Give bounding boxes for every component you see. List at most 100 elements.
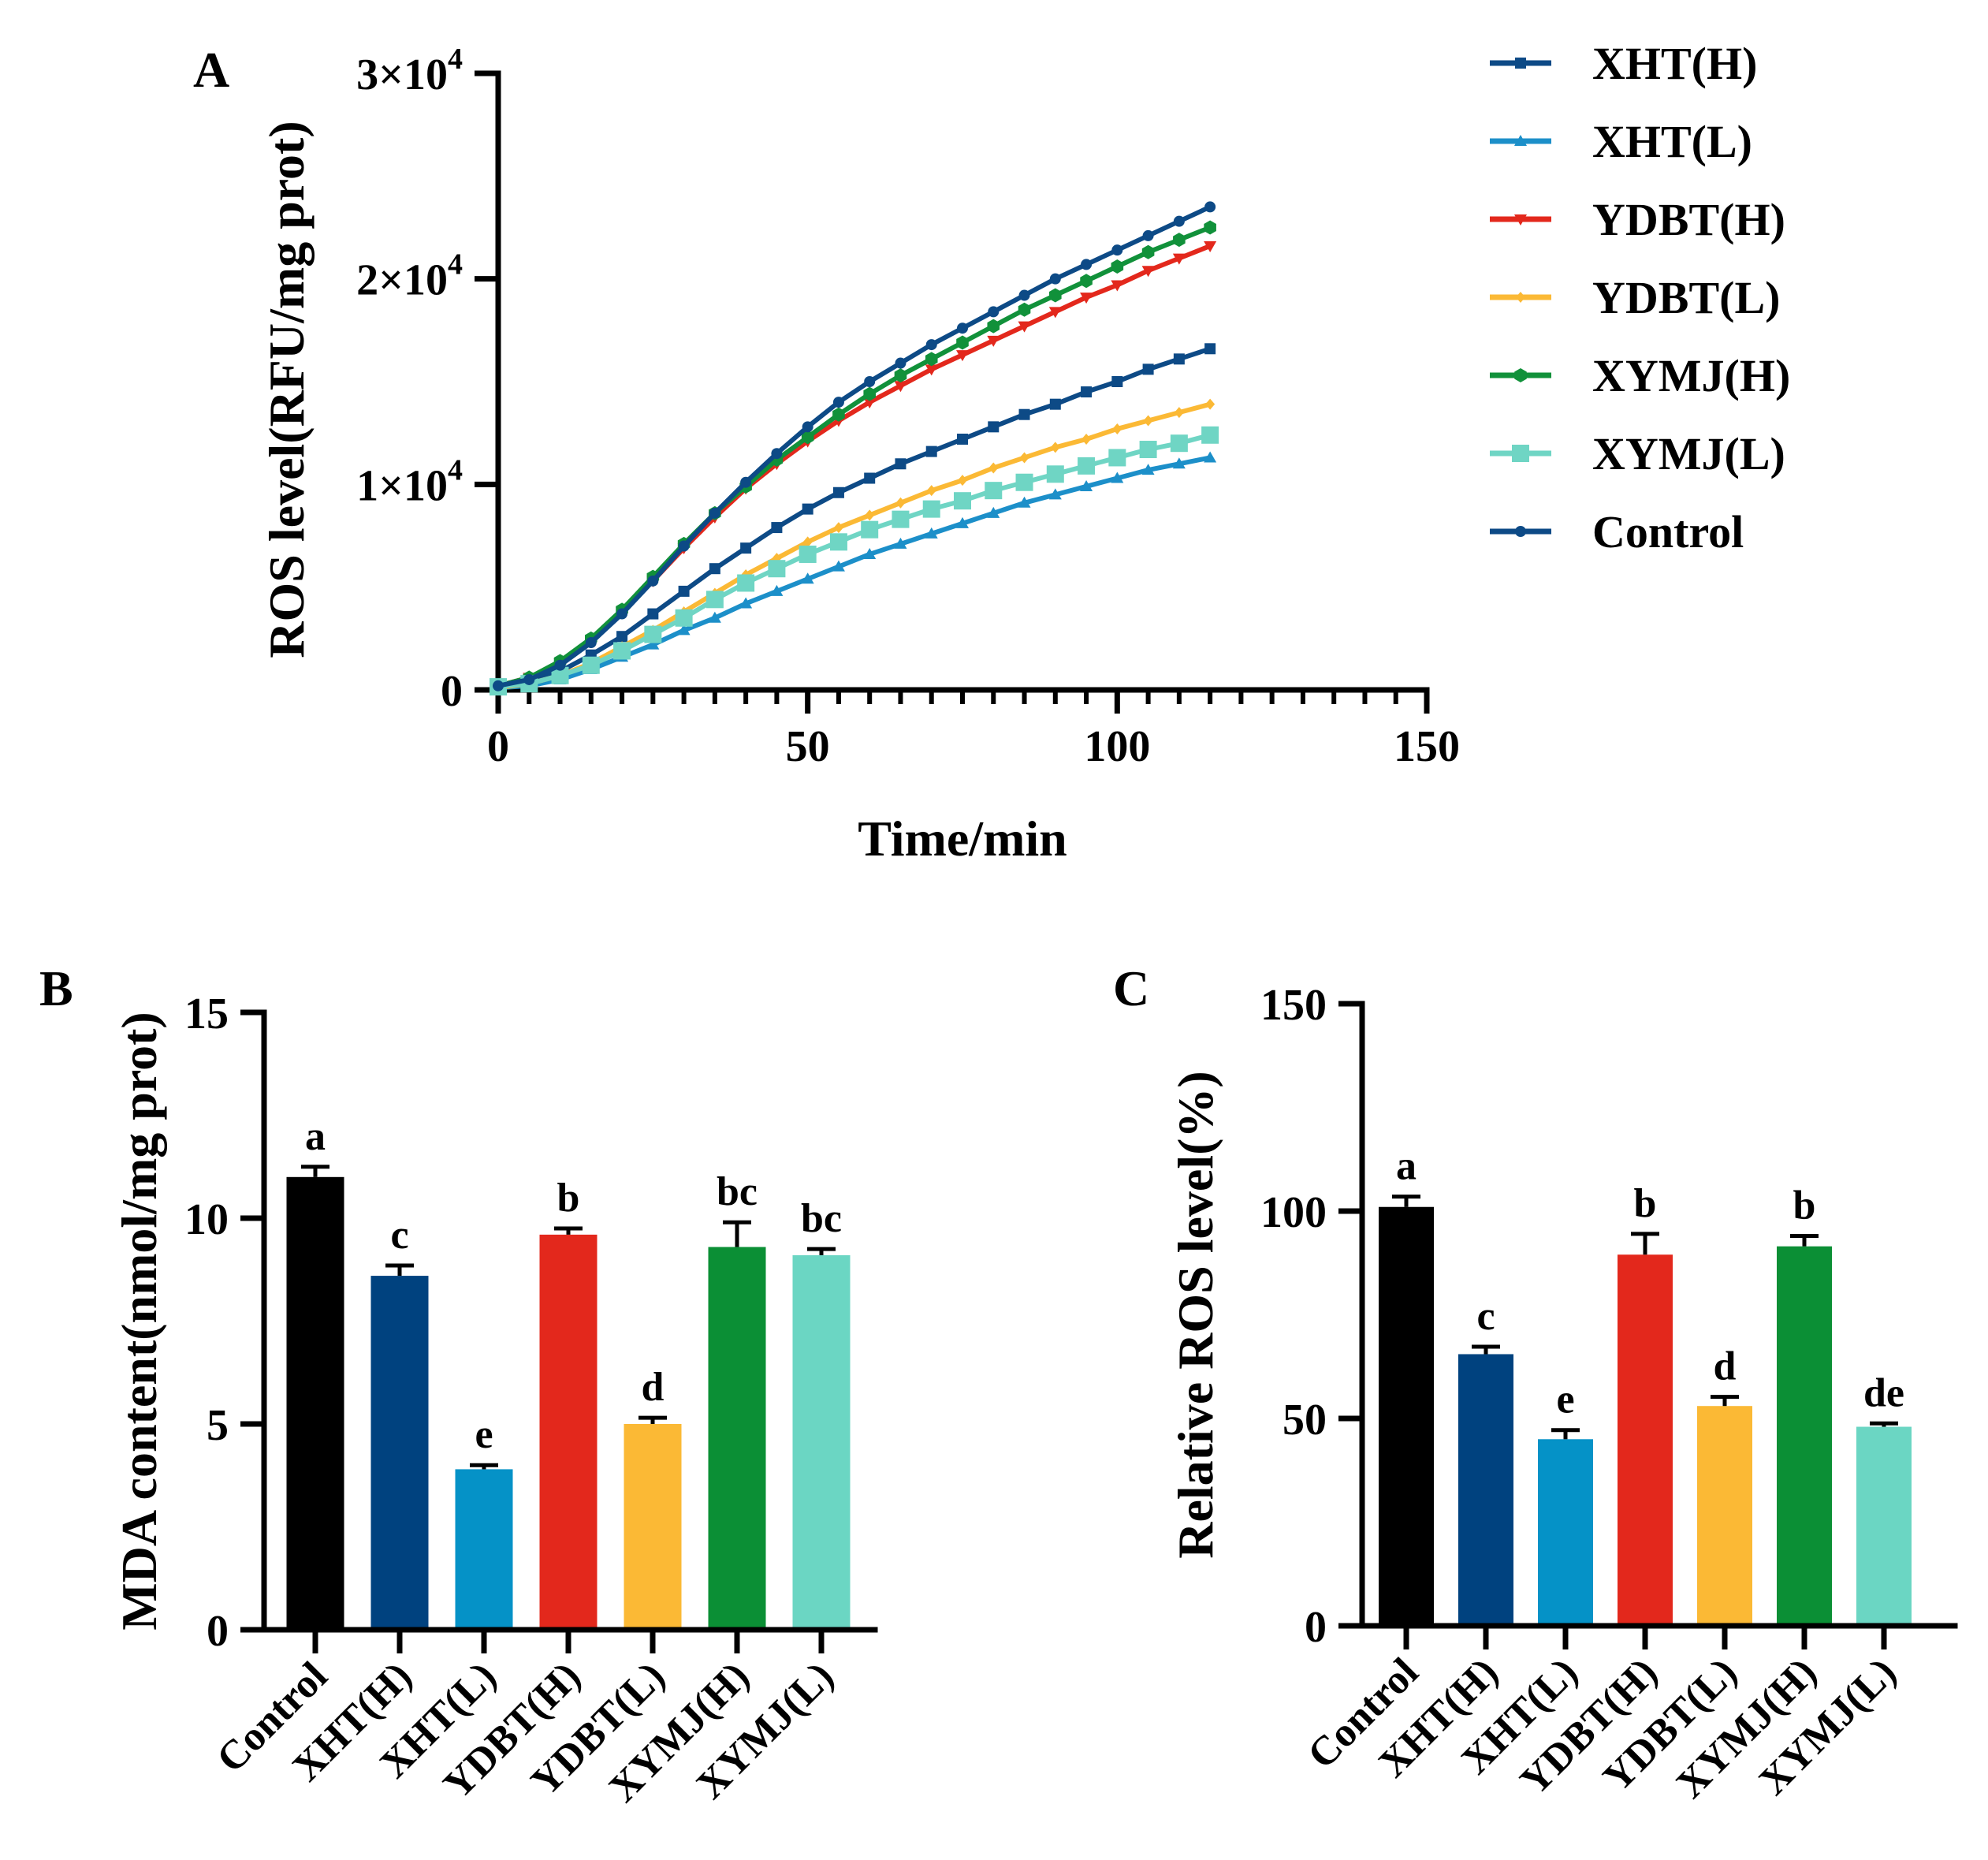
significance-label-XYMJ(L): de — [1863, 1370, 1904, 1415]
data-point-YDBT(L) — [958, 475, 967, 486]
significance-label-YDBT(L): d — [642, 1365, 665, 1410]
data-point-XYMJ(H) — [1173, 233, 1186, 248]
data-point-YDBT(H) — [1048, 307, 1062, 319]
data-point-Control — [832, 397, 844, 408]
data-point-Control — [523, 673, 535, 685]
data-point-XHT(H) — [771, 522, 783, 534]
legend-marker-XHT(H) — [1515, 58, 1526, 69]
legend-label-Control: Control — [1592, 506, 1744, 557]
y-axis-title: Relative ROS level(%) — [1167, 1071, 1223, 1559]
legend-marker-XYMJ(H) — [1514, 368, 1527, 382]
legend-label-XYMJ(L): XYMJ(L) — [1592, 428, 1785, 479]
y-tick-label: 100 — [1260, 1188, 1327, 1237]
legend-label-YDBT(L): YDBT(L) — [1592, 272, 1780, 323]
data-point-XYMJ(L) — [768, 560, 786, 578]
panel-b-letter: B — [39, 960, 73, 1016]
data-point-YDBT(H) — [1204, 240, 1217, 252]
bar-XHT(L) — [455, 1469, 513, 1630]
data-point-XHT(H) — [802, 503, 813, 515]
y-tick-label: 5 — [207, 1401, 229, 1450]
y-tick-label: 0 — [1305, 1603, 1327, 1652]
y-tick-label: 15 — [184, 990, 229, 1038]
data-point-XYMJ(L) — [644, 625, 662, 643]
significance-label-XYMJ(L): bc — [801, 1196, 842, 1241]
x-axis-title: Time/min — [858, 811, 1067, 867]
bar-XYMJ(L) — [1856, 1426, 1912, 1626]
bar-YDBT(L) — [1697, 1406, 1752, 1626]
significance-label-YDBT(H): b — [1634, 1181, 1657, 1226]
data-point-YDBT(H) — [1111, 280, 1124, 292]
data-point-XYMJ(H) — [1204, 220, 1216, 235]
data-point-Control — [802, 421, 813, 433]
legend-marker-XYMJ(L) — [1512, 445, 1529, 462]
significance-label-XHT(H): c — [1476, 1294, 1495, 1339]
data-point-XHT(L) — [677, 624, 691, 636]
data-point-XHT(L) — [646, 638, 660, 650]
data-point-XYMJ(H) — [925, 352, 938, 367]
significance-label-XYMJ(H): bc — [717, 1169, 758, 1214]
data-point-YDBT(L) — [833, 522, 843, 534]
data-point-YDBT(H) — [1080, 293, 1093, 304]
data-point-XYMJ(L) — [799, 545, 817, 563]
data-point-Control — [925, 339, 937, 351]
data-point-XYMJ(L) — [1015, 473, 1033, 491]
legend-label-YDBT(H): YDBT(H) — [1592, 194, 1785, 245]
y-tick-label: 1×104 — [356, 453, 463, 510]
data-point-XHT(H) — [1142, 363, 1154, 375]
data-point-Control — [895, 357, 907, 369]
series-line-XYMJ(H) — [497, 225, 1212, 688]
y-tick-label: 10 — [184, 1195, 229, 1244]
series-line-Control — [497, 204, 1212, 688]
data-point-XHT(L) — [1141, 464, 1155, 475]
data-point-XYMJ(L) — [985, 482, 1003, 500]
y-tick-exponent: 4 — [448, 248, 463, 281]
bar-Control — [286, 1176, 344, 1630]
y-tick-base: 1×10 — [356, 461, 448, 510]
data-point-XYMJ(H) — [1111, 259, 1124, 274]
panel-c-letter: C — [1113, 960, 1149, 1016]
data-point-XYMJ(L) — [1139, 441, 1157, 459]
data-point-XYMJ(L) — [954, 492, 971, 510]
data-point-XYMJ(L) — [705, 591, 724, 609]
y-tick-base: 3×10 — [356, 50, 448, 99]
y-tick-label: 2×104 — [356, 248, 463, 305]
data-point-YDBT(H) — [925, 364, 938, 376]
x-tick-label: 150 — [1394, 722, 1460, 771]
data-point-Control — [1111, 244, 1123, 256]
panel-b-bar-chart: B051015aControlcXHT(H)eXHT(L)bYDBT(H)dYD… — [39, 960, 878, 1811]
data-point-Control — [1081, 259, 1093, 270]
data-point-Control — [616, 608, 628, 620]
data-point-XHT(H) — [740, 542, 752, 554]
data-point-XHT(L) — [1204, 451, 1217, 463]
significance-label-XHT(L): e — [475, 1412, 493, 1457]
legend-label-XYMJ(H): XYMJ(H) — [1592, 350, 1790, 401]
y-axis-title: MDA content(nmol/mg prot) — [111, 1012, 167, 1631]
data-point-XHT(H) — [832, 486, 844, 498]
data-point-XYMJ(H) — [832, 407, 845, 422]
data-point-YDBT(H) — [987, 335, 1000, 347]
data-point-YDBT(L) — [802, 536, 813, 548]
y-tick-base: 2×10 — [356, 256, 448, 305]
data-point-Control — [709, 507, 720, 519]
data-point-XHT(L) — [956, 516, 969, 528]
data-point-XYMJ(L) — [829, 533, 847, 551]
y-axis-title: ROS level(RFU/mg prot) — [259, 121, 315, 658]
data-point-YDBT(H) — [1018, 321, 1031, 333]
y-tick-exponent: 4 — [448, 43, 463, 76]
y-tick-exponent: 4 — [448, 453, 463, 486]
bar-Control — [1379, 1206, 1434, 1626]
data-point-Control — [1049, 273, 1061, 285]
legend-marker-YDBT(H) — [1514, 214, 1527, 226]
panel-a-letter: A — [193, 42, 229, 98]
y-tick-label: 3×104 — [356, 43, 463, 99]
data-point-XHT(H) — [957, 433, 968, 445]
data-point-XHT(L) — [1111, 472, 1124, 483]
data-point-XYMJ(H) — [1018, 302, 1031, 317]
data-point-XHT(L) — [770, 584, 784, 596]
data-point-XYMJ(L) — [551, 666, 569, 684]
data-point-YDBT(L) — [1174, 407, 1184, 419]
legend-label-XHT(L): XHT(L) — [1592, 116, 1752, 167]
data-point-XHT(L) — [987, 506, 1000, 518]
data-point-XYMJ(L) — [613, 642, 631, 660]
